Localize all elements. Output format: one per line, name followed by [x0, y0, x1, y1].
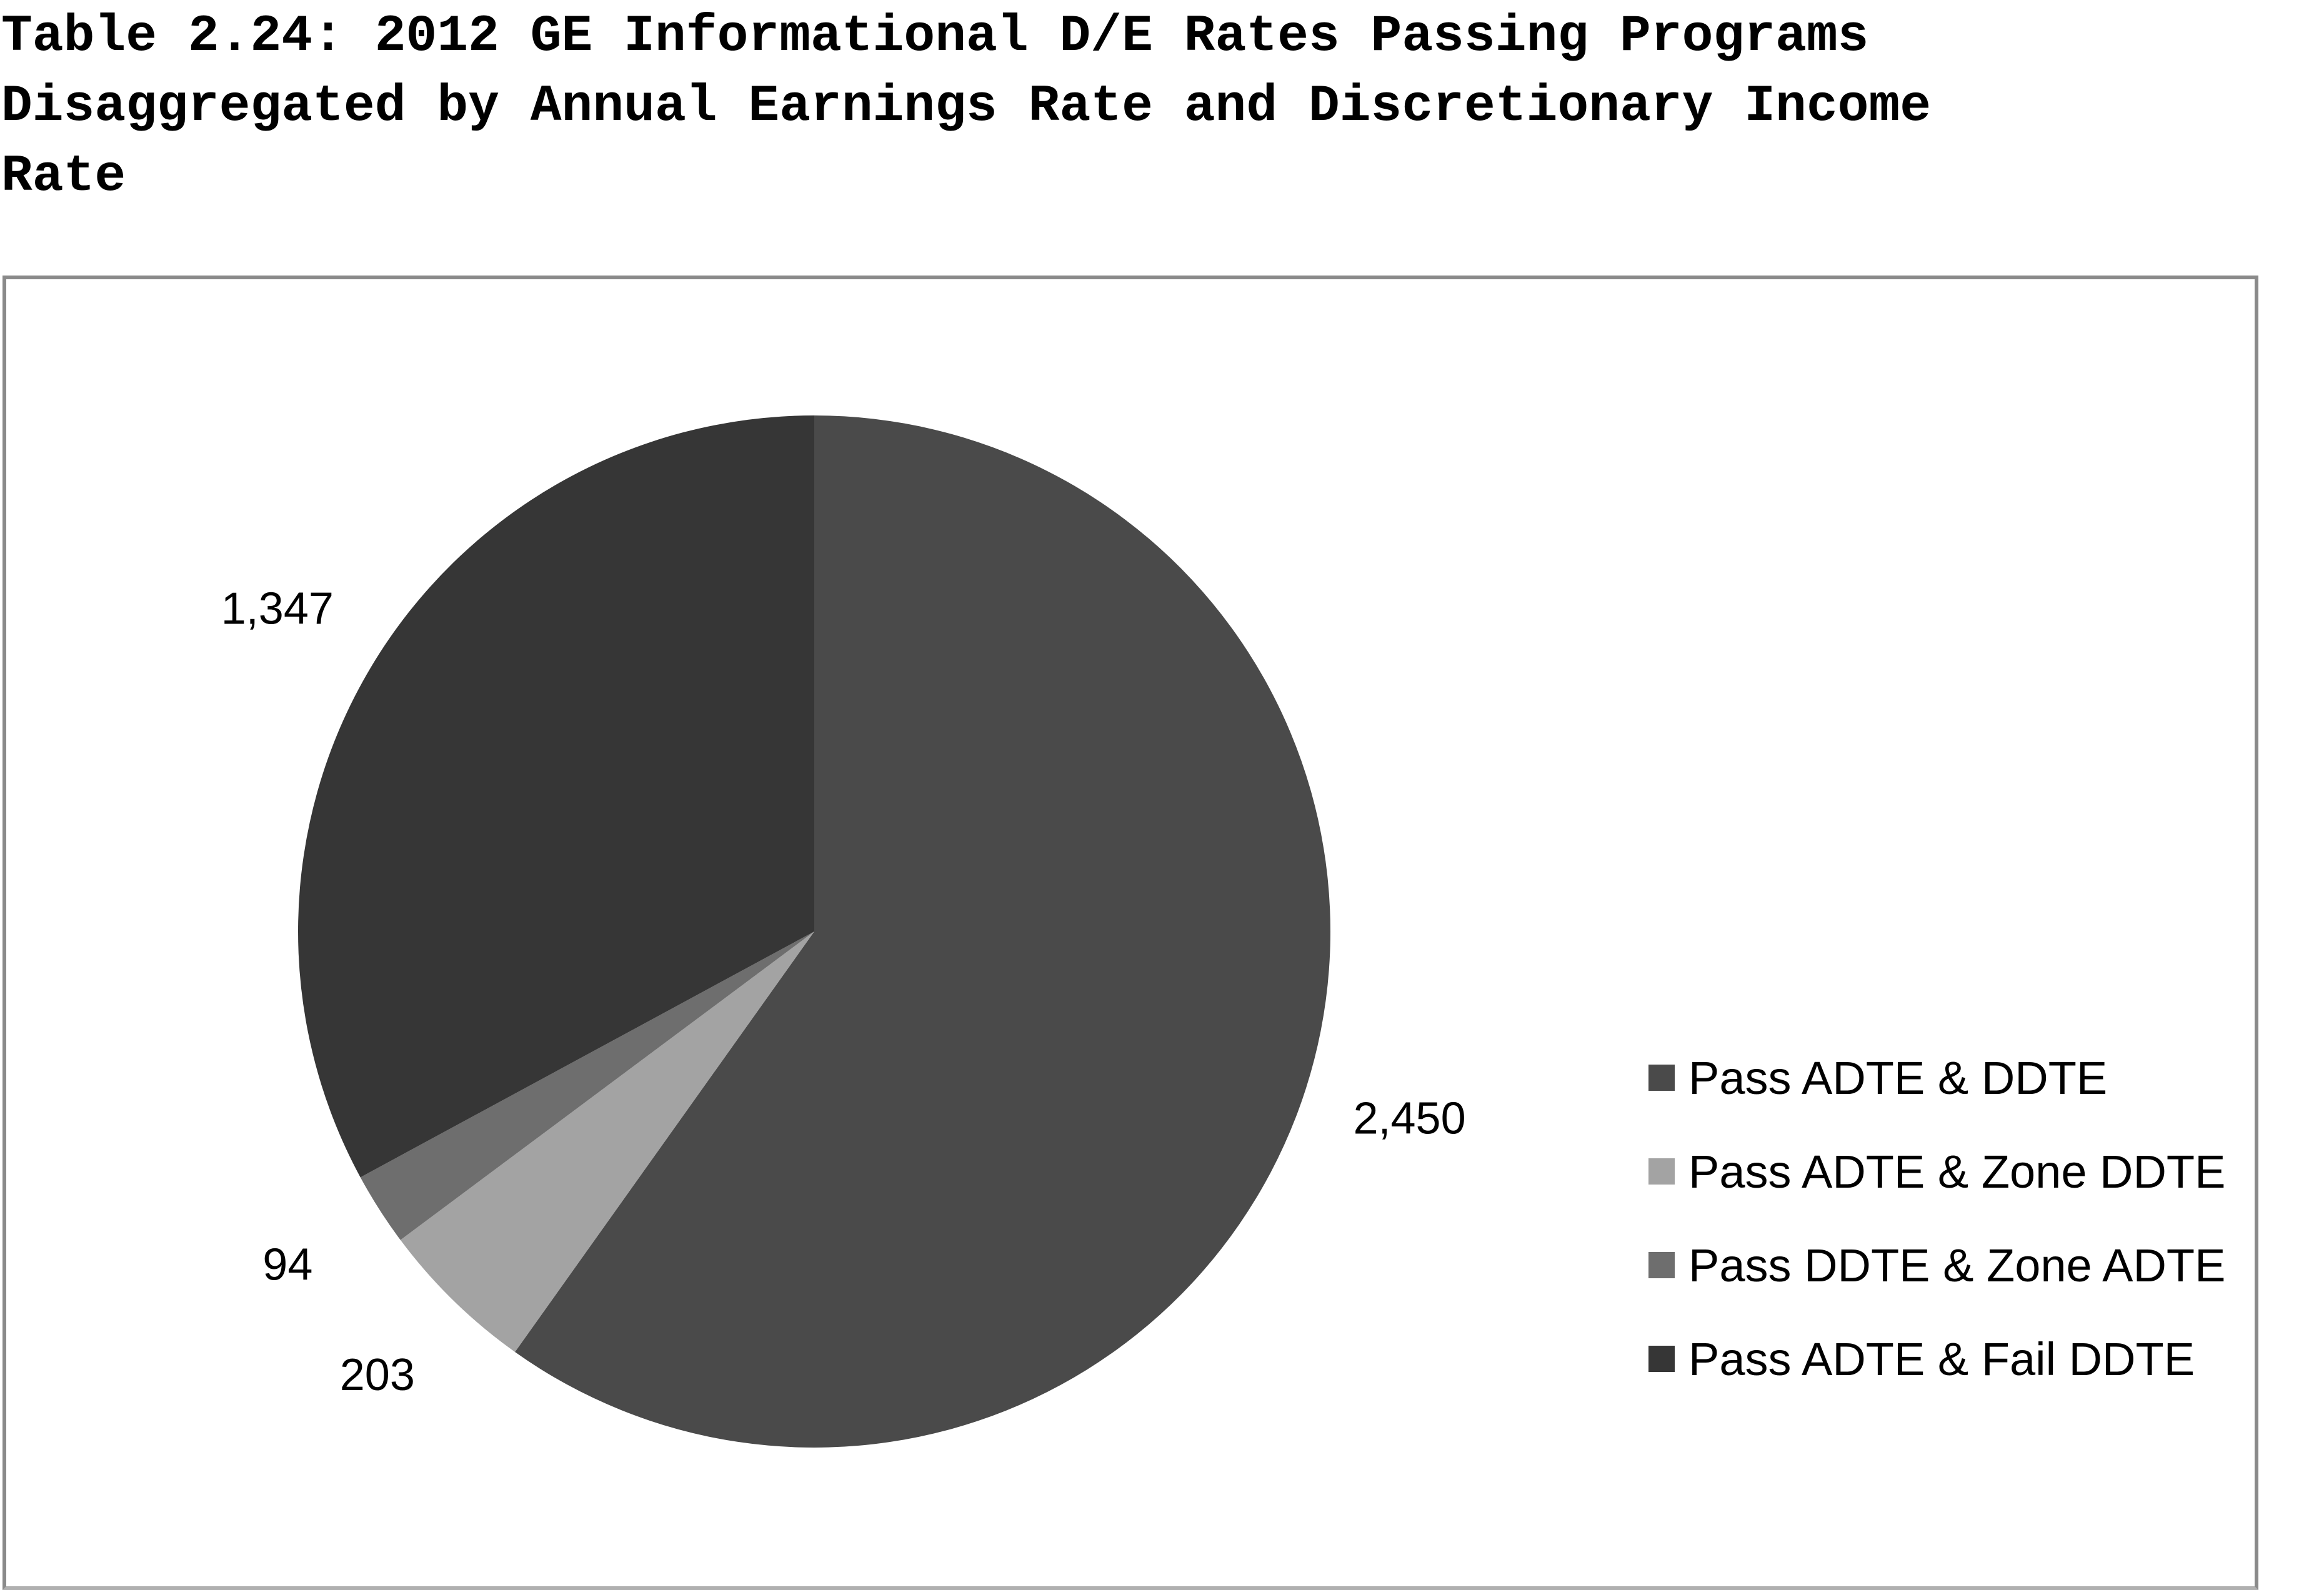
- chart-title-line-2: Disaggregated by Annual Earnings Rate an…: [1, 77, 1932, 136]
- pie-chart: 2,450 203 94 1,347: [221, 415, 1466, 1448]
- legend-label: Pass DDTE & Zone ADTE: [1688, 1239, 2226, 1291]
- pie-slice-pass-ddte-zone-adte: [360, 932, 814, 1240]
- chart-legend: Pass ADTE & DDTE Pass ADTE & Zone DDTE Pas…: [1648, 1031, 2226, 1406]
- legend-label: Pass ADTE & Zone DDTE: [1688, 1145, 2226, 1198]
- chart-title-line-3: Rate: [1, 147, 126, 206]
- chart-title: Table 2.24: 2012 GE Informational D/E Ra…: [1, 1, 2320, 211]
- legend-label: Pass ADTE & Fail DDTE: [1688, 1333, 2195, 1385]
- legend-swatch: [1648, 1252, 1675, 1278]
- chart-title-line-1: Table 2.24: 2012 GE Informational D/E Ra…: [1, 7, 1869, 66]
- data-label-pass-ddte-zone-adte: 94: [262, 1240, 312, 1289]
- legend-item-pass-adte-zone-ddte: Pass ADTE & Zone DDTE: [1648, 1125, 2226, 1218]
- pie-slice-pass-adte-zone-ddte: [400, 932, 814, 1352]
- legend-item-pass-adte-ddte: Pass ADTE & DDTE: [1648, 1031, 2226, 1125]
- legend-item-pass-adte-fail-ddte: Pass ADTE & Fail DDTE: [1648, 1312, 2226, 1406]
- legend-swatch: [1648, 1158, 1675, 1185]
- legend-swatch: [1648, 1346, 1675, 1372]
- legend-label: Pass ADTE & DDTE: [1688, 1051, 2108, 1104]
- pie-slice-pass-adte-ddte: [515, 415, 1331, 1448]
- data-label-pass-adte-ddte: 2,450: [1353, 1093, 1465, 1143]
- pie-slice-pass-adte-fail-ddte: [298, 415, 815, 1178]
- legend-swatch: [1648, 1065, 1675, 1091]
- data-label-pass-adte-fail-ddte: 1,347: [221, 584, 334, 634]
- chart-area: 2,450 203 94 1,347 Pass ADTE & DDTE Pass ADT…: [2, 276, 2258, 1590]
- data-label-pass-adte-zone-ddte: 203: [340, 1350, 415, 1400]
- legend-item-pass-ddte-zone-adte: Pass DDTE & Zone ADTE: [1648, 1218, 2226, 1312]
